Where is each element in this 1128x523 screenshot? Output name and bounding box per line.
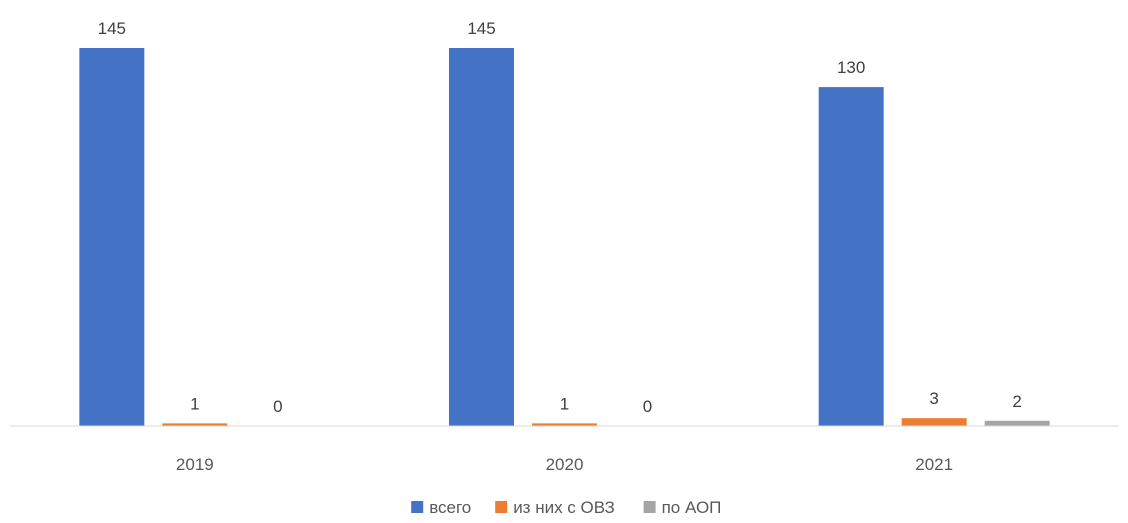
bar-2019-series-0 <box>79 48 145 426</box>
legend-item-1: из них с ОВЗ <box>495 498 615 517</box>
bar-2020-series-0 <box>449 48 514 426</box>
legend-item-0: всего <box>411 498 471 517</box>
data-label-2019-series-1: 1 <box>190 394 199 413</box>
legend-item-2: по АОП <box>643 498 722 517</box>
data-label-2021-series-2: 2 <box>1012 392 1021 411</box>
x-tick-label-2020: 2020 <box>546 455 584 474</box>
data-label-2020-series-2: 0 <box>643 397 652 416</box>
data-label-2020-series-1: 1 <box>560 394 569 413</box>
legend-label-2: по АОП <box>662 498 722 517</box>
bar-2021-series-0 <box>818 87 884 426</box>
data-label-2021-series-1: 3 <box>929 389 938 408</box>
legend-label-1: из них с ОВЗ <box>513 498 615 517</box>
legend-swatch-2 <box>643 501 656 513</box>
x-tick-label-2019: 2019 <box>176 455 214 474</box>
data-label-2019-series-2: 0 <box>273 397 282 416</box>
x-tick-label-2021: 2021 <box>915 455 953 474</box>
data-label-2021-series-0: 130 <box>837 58 865 77</box>
data-label-2019-series-0: 145 <box>98 19 126 38</box>
legend: всего из них с ОВЗ по АОП <box>411 498 721 517</box>
legend-swatch-0 <box>411 501 424 513</box>
data-labels-layer: 145 1 0 145 1 0 130 3 2 <box>98 19 1022 416</box>
bar-2021-series-1 <box>901 418 967 426</box>
legend-label-0: всего <box>429 498 471 517</box>
legend-swatch-1 <box>495 501 508 513</box>
x-tick-labels-layer: 2019 2020 2021 <box>176 455 953 474</box>
bar-2020-series-1 <box>532 423 597 426</box>
bars-layer <box>79 48 1050 426</box>
data-label-2020-series-0: 145 <box>467 19 495 38</box>
bar-2021-series-2 <box>984 420 1050 426</box>
bar-2019-series-1 <box>162 423 228 426</box>
